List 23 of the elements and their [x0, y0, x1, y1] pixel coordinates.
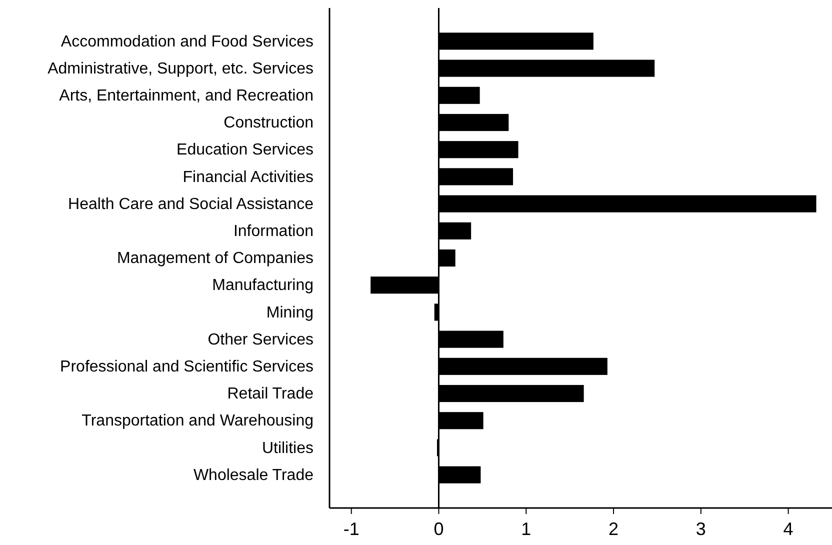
y-tick-label: Health Care and Social Assistance [68, 196, 314, 213]
y-tick-label: Other Services [208, 331, 314, 348]
y-tick-label: Wholesale Trade [193, 466, 314, 484]
y-tick-label: Transportation and Warehousing [82, 412, 314, 430]
x-tick-label: 4 [783, 518, 794, 539]
y-tick-label: Arts, Entertainment, and Recreation [59, 88, 314, 105]
x-tick-label: 0 [434, 518, 444, 539]
y-tick-label: Construction [224, 114, 314, 132]
x-tick-label: 3 [696, 518, 706, 539]
y-tick-label: Management of Companies [116, 250, 314, 268]
y-tick-label: Financial Activities [182, 168, 314, 186]
y-tick-label: Education Services [176, 142, 314, 159]
x-tick-label: 2 [608, 518, 619, 539]
x-tick-label: -1 [343, 518, 360, 539]
y-tick-label: Manufacturing [212, 277, 314, 294]
x-tick-label: 1 [521, 518, 532, 539]
y-tick-label: Retail Trade [227, 386, 314, 403]
y-tick-label: Accommodation and Food Services [60, 33, 314, 50]
y-tick-label: Professional and Scientific Services [60, 358, 314, 376]
y-tick-label: Information [233, 223, 314, 240]
y-tick-label: Administrative, Support, etc. Services [48, 60, 314, 78]
y-tick-label: Utilities [262, 440, 314, 457]
y-tick-label: Mining [266, 304, 314, 322]
